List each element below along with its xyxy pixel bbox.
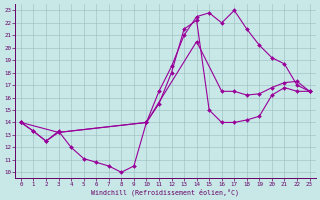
X-axis label: Windchill (Refroidissement éolien,°C): Windchill (Refroidissement éolien,°C)	[91, 188, 239, 196]
